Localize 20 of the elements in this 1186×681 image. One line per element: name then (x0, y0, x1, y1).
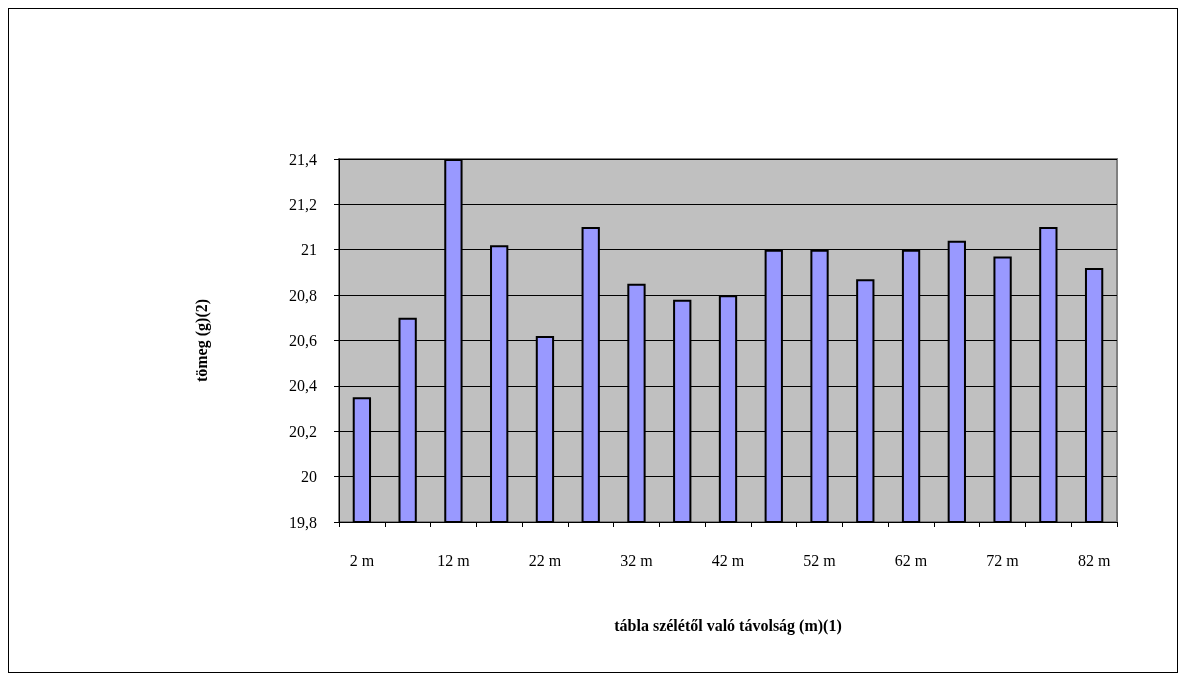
y-tick-label: 20,2 (289, 422, 317, 440)
x-tick-label: 82 m (1077, 551, 1111, 569)
y-tick-label: 20,6 (289, 332, 317, 349)
x-tick-label: 62 m (894, 551, 928, 569)
x-tick-label: 42 m (711, 551, 745, 569)
x-tick-label: 22 m (528, 551, 562, 569)
x-tick-label: 12 m (437, 551, 471, 569)
y-tick-label: 20,4 (289, 377, 317, 395)
y-tick-label: 21,4 (289, 150, 317, 168)
x-tick-label: 2 m (349, 551, 375, 569)
x-tick-label: 72 m (986, 551, 1020, 569)
y-tick-label: 20,8 (289, 286, 317, 304)
y-tick-label: 21 (301, 241, 317, 259)
x-axis-title: tábla szélétől való távolság (m)(1) (614, 616, 842, 635)
y-tick-label: 20 (301, 468, 317, 486)
x-tick-label: 52 m (803, 551, 837, 569)
y-tick-label: 21,2 (289, 195, 317, 213)
x-tick-label: 32 m (620, 551, 654, 569)
y-tick-label: 19,8 (289, 513, 317, 531)
y-axis-title: tömeg (g)(2) (192, 298, 211, 383)
